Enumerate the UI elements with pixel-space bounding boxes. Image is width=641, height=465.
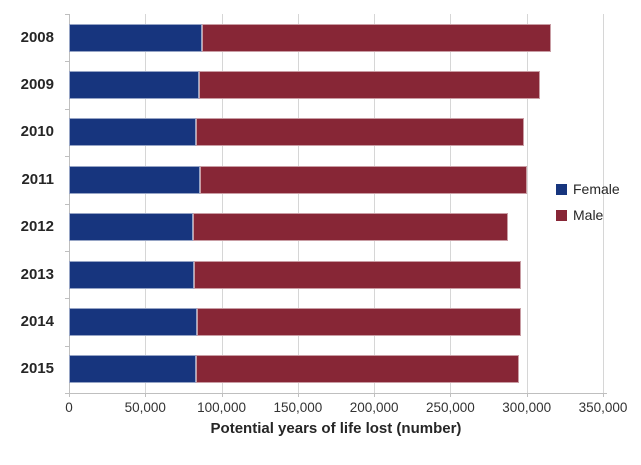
x-tick-label: 150,000 [273, 400, 323, 415]
x-tick-label: 200,000 [349, 400, 399, 415]
category-label: 2009 [20, 76, 54, 94]
x-tick-label: 100,000 [197, 400, 246, 415]
legend-label: Male [573, 207, 604, 223]
category-label: 2008 [20, 28, 54, 46]
x-tick-label: 350,000 [578, 400, 628, 415]
y-axis-tick [65, 250, 69, 252]
x-axis-tick [374, 393, 376, 397]
y-axis-tick [65, 156, 69, 158]
y-axis-tick [65, 108, 69, 110]
gridline [526, 14, 528, 393]
gridline [603, 14, 604, 393]
x-axis-line [65, 393, 607, 394]
x-axis-tick [221, 393, 223, 397]
x-tick-label: 50,000 [124, 400, 166, 415]
bar-segment-female-2012 [69, 213, 193, 242]
gridline [297, 14, 299, 393]
y-axis-tick [65, 203, 69, 205]
gridline [450, 14, 452, 393]
x-tick-label: 0 [65, 400, 73, 415]
x-tick-label: 250,000 [426, 400, 475, 415]
legend-swatch-female [556, 183, 567, 195]
bar-segment-male-2011 [200, 165, 527, 194]
category-label: 2013 [20, 265, 54, 283]
bar-segment-male-2012 [192, 213, 509, 242]
category-label: 2011 [21, 170, 54, 188]
bar-segment-female-2009 [69, 71, 199, 100]
category-label: 2014 [20, 312, 54, 330]
category-label: 2010 [20, 123, 54, 141]
bar-segment-female-2011 [69, 165, 201, 194]
x-tick-label: 300,000 [502, 400, 552, 415]
bar-segment-male-2014 [197, 307, 521, 336]
bar-segment-male-2013 [194, 260, 521, 289]
bar-segment-male-2008 [201, 23, 552, 52]
bar-segment-female-2008 [69, 23, 202, 52]
y-axis-tick [65, 14, 69, 15]
gridline [374, 14, 376, 393]
legend-entry-male: Male [556, 207, 603, 223]
x-axis-title: Potential years of life lost (number) [210, 420, 462, 437]
bar-segment-male-2010 [195, 118, 524, 147]
category-label: 2015 [20, 360, 54, 378]
bar-segment-female-2014 [69, 307, 198, 336]
bar-segment-female-2013 [69, 260, 195, 289]
category-label: 2012 [20, 218, 54, 236]
legend-swatch-male [556, 209, 567, 221]
y-axis-line [69, 14, 70, 393]
x-axis-tick [297, 393, 299, 397]
gridline [145, 14, 147, 393]
x-axis-tick [603, 393, 604, 397]
legend-label: Female [573, 181, 620, 197]
gridline [221, 14, 223, 393]
bar-segment-male-2015 [195, 355, 520, 384]
x-axis-tick [69, 393, 70, 397]
x-axis-tick [145, 393, 147, 397]
x-axis-tick [526, 393, 528, 397]
bar-segment-female-2015 [69, 355, 196, 384]
legend-entry-female: Female [556, 181, 620, 197]
y-axis-tick [65, 61, 69, 63]
bar-segment-female-2010 [69, 118, 196, 147]
y-axis-tick [65, 298, 69, 300]
bar-segment-male-2009 [198, 71, 541, 100]
y-axis-tick [65, 345, 69, 347]
x-axis-tick [450, 393, 452, 397]
